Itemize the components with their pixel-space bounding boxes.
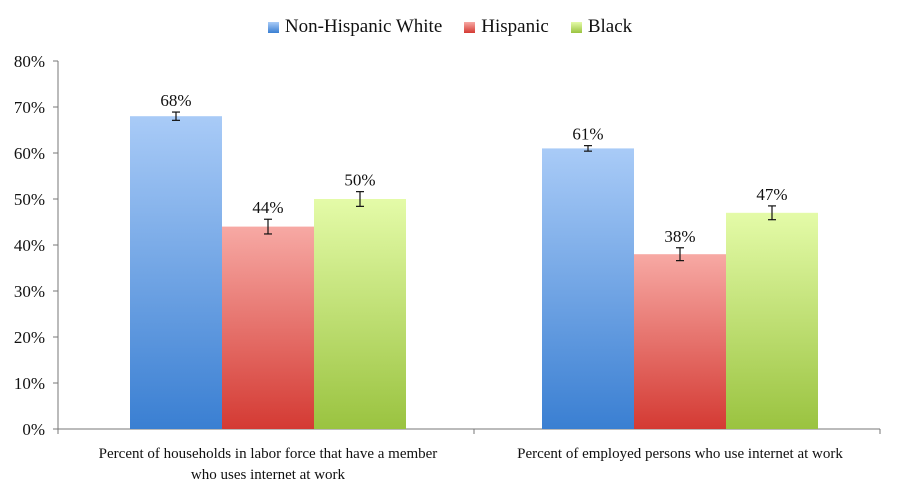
bar: [634, 254, 726, 429]
bar: [726, 212, 818, 429]
data-label: 47%: [756, 185, 787, 204]
data-label: 44%: [252, 198, 283, 217]
x-category-label: Percent of households in labor force tha…: [99, 446, 438, 462]
data-label: 68%: [160, 91, 191, 110]
legend-label-non-hispanic-white: Non-Hispanic White: [284, 16, 443, 37]
bar: [222, 226, 314, 429]
y-tick-label: 30%: [14, 282, 45, 301]
y-tick-label: 80%: [14, 52, 45, 71]
data-label: 50%: [344, 171, 375, 190]
y-tick-label: 10%: [14, 374, 45, 393]
bar: [542, 148, 634, 429]
legend-label-hispanic: Hispanic: [481, 16, 549, 37]
y-tick-label: 60%: [14, 144, 45, 163]
data-label: 38%: [664, 227, 695, 246]
legend-item-non-hispanic-white: Non-Hispanic White: [267, 16, 443, 38]
bar: [314, 199, 406, 429]
x-category-label: who uses internet at work: [191, 467, 346, 483]
y-tick-label: 70%: [14, 98, 45, 117]
legend-item-hispanic: Hispanic: [464, 16, 549, 38]
legend-swatch-black: [570, 21, 582, 33]
bar: [130, 116, 222, 429]
y-tick-label: 50%: [14, 190, 45, 209]
legend-label-black: Black: [587, 16, 633, 37]
legend: Non-Hispanic White Hispanic Black: [0, 16, 900, 38]
y-tick-label: 0%: [22, 420, 45, 439]
legend-swatch-hispanic: [464, 21, 476, 33]
x-category-label: Percent of employed persons who use inte…: [517, 446, 843, 462]
plot-area: 0% 10% 20% 30% 40% 50% 60% 70% 80% 68% 44% 50% Perce…: [14, 52, 881, 483]
y-tick-label: 40%: [14, 236, 45, 255]
legend-swatch-non-hispanic-white: [267, 21, 279, 33]
y-tick-label: 20%: [14, 328, 45, 347]
legend-item-black: Black: [570, 16, 633, 38]
data-label: 61%: [572, 125, 603, 144]
